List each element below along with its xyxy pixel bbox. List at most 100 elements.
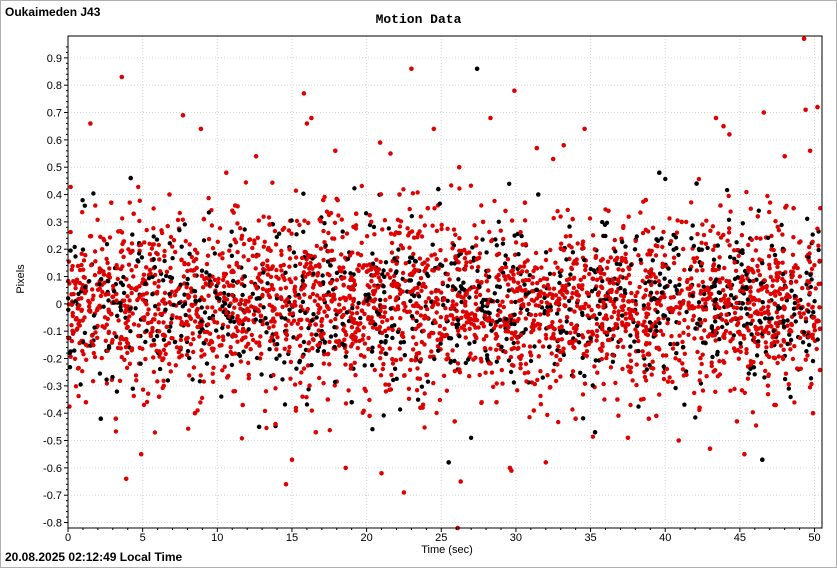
data-point <box>391 377 396 383</box>
data-point <box>810 239 815 244</box>
data-point <box>728 209 733 214</box>
data-point <box>205 253 211 258</box>
data-point <box>461 280 466 285</box>
data-point <box>543 250 549 255</box>
data-point <box>763 368 768 374</box>
data-point <box>564 319 569 324</box>
data-point <box>474 290 479 295</box>
data-point <box>150 274 155 280</box>
data-point <box>765 235 771 240</box>
data-point <box>231 319 237 324</box>
data-point <box>353 373 358 378</box>
data-point <box>362 341 368 346</box>
data-point <box>125 294 130 299</box>
data-point <box>116 318 121 323</box>
data-point <box>716 264 722 269</box>
data-point <box>737 329 742 334</box>
data-point <box>703 301 708 306</box>
data-point <box>267 347 272 352</box>
data-point <box>612 305 618 310</box>
data-point <box>309 408 314 413</box>
data-point <box>397 224 403 229</box>
data-point <box>100 269 106 274</box>
data-point <box>613 297 618 302</box>
data-point <box>111 289 117 294</box>
data-point <box>630 308 635 313</box>
data-point <box>164 324 170 330</box>
data-point <box>791 235 796 240</box>
data-point <box>409 357 414 363</box>
data-point <box>311 312 316 317</box>
data-point <box>77 318 82 324</box>
data-point <box>261 244 266 249</box>
data-point <box>253 306 258 311</box>
data-point <box>123 476 129 482</box>
data-point <box>628 344 633 349</box>
y-tick-label: 0.7 <box>47 108 62 120</box>
data-point <box>436 186 441 192</box>
data-point <box>724 312 729 317</box>
data-point <box>680 361 685 366</box>
data-point <box>136 323 141 328</box>
data-point <box>238 306 243 311</box>
data-point <box>284 332 290 338</box>
data-point <box>806 280 812 285</box>
data-point <box>154 237 160 242</box>
data-point <box>480 237 485 242</box>
data-point <box>123 345 129 350</box>
data-point <box>280 377 285 382</box>
data-point <box>492 198 497 204</box>
data-point <box>477 251 483 256</box>
data-point <box>372 289 377 295</box>
data-point <box>620 268 625 273</box>
data-point <box>100 247 105 252</box>
data-point <box>798 239 803 244</box>
data-point <box>283 285 289 290</box>
data-point <box>134 287 139 293</box>
data-point <box>488 115 493 121</box>
data-point <box>551 368 556 373</box>
data-point <box>756 326 761 331</box>
data-point <box>158 311 163 317</box>
data-point <box>232 305 237 310</box>
data-point <box>229 362 235 368</box>
data-point <box>275 342 280 347</box>
data-point <box>627 315 633 320</box>
data-point <box>515 388 520 393</box>
data-point <box>703 307 709 312</box>
data-point <box>271 287 276 292</box>
data-point <box>700 279 705 285</box>
data-point <box>613 322 618 327</box>
data-point <box>371 224 377 230</box>
data-point <box>582 263 588 268</box>
data-point <box>315 271 321 276</box>
data-point <box>701 232 707 238</box>
data-point <box>590 233 596 238</box>
data-point <box>405 226 410 231</box>
data-point <box>616 316 621 322</box>
data-point <box>506 288 511 293</box>
x-axis-label: Time (sec) <box>421 544 473 556</box>
data-point <box>559 337 565 342</box>
data-point <box>431 330 436 336</box>
data-point <box>367 295 372 300</box>
data-point <box>600 327 605 332</box>
data-point <box>365 283 370 288</box>
data-point <box>523 292 529 297</box>
data-point <box>570 407 575 412</box>
data-point <box>222 364 227 369</box>
data-point <box>397 407 403 412</box>
data-point <box>192 319 198 324</box>
data-point <box>495 313 500 318</box>
data-point <box>195 250 200 256</box>
data-point <box>807 251 812 256</box>
data-point <box>298 304 304 309</box>
data-point <box>136 333 141 339</box>
data-point <box>665 379 671 384</box>
data-point <box>494 334 500 339</box>
data-point <box>540 344 546 349</box>
data-point <box>220 251 225 256</box>
data-point <box>789 329 794 334</box>
data-point <box>202 352 207 357</box>
data-point <box>656 316 661 322</box>
